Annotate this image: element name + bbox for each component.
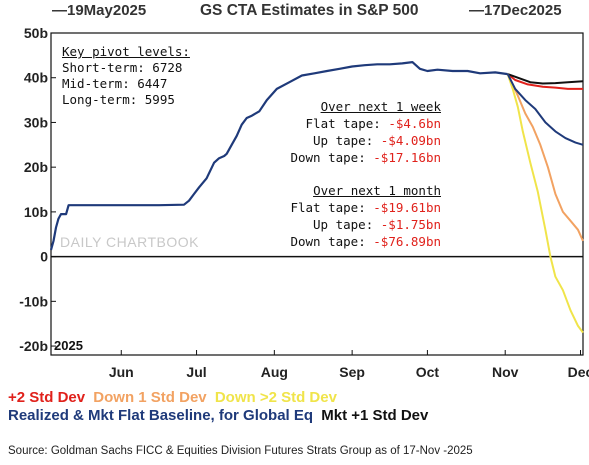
week-row-label: Up tape:: [313, 133, 374, 148]
x-axis: Jun Jul Aug Sep Oct Nov Dec: [109, 350, 589, 380]
end-date-label: —17Dec2025: [469, 2, 562, 19]
y-tick-label: 10b: [24, 204, 48, 220]
start-date-text: 19May2025: [67, 2, 147, 19]
month-row-label: Up tape:: [313, 217, 374, 232]
pivot-long: Long-term: 5995: [62, 92, 175, 107]
watermark: DAILY CHARTBOOK: [60, 234, 199, 250]
y-tick-label: 50b: [24, 25, 48, 41]
pivot-levels-box: Key pivot levels: Short-term: 6728 Mid-t…: [62, 44, 190, 108]
week-row: Flat tape: -$4.6bn: [290, 115, 441, 132]
week-row: Up tape: -$4.09bn: [290, 132, 441, 149]
week-heading: Over next 1 week: [320, 99, 441, 114]
y-axis: 50b 40b 30b 20b 10b 0 -10b -20b: [19, 25, 56, 354]
week-box: Over next 1 week Flat tape: -$4.6bn Up t…: [290, 98, 441, 166]
x-tick-label: Oct: [416, 364, 440, 380]
month-row-label: Flat tape:: [290, 200, 366, 215]
series-line: [507, 73, 583, 90]
y-tick-label: 40b: [24, 70, 48, 86]
legend-down2: Down >2 Std Dev: [214, 389, 337, 406]
legend-row-1: +2 Std Dev Down 1 Std Dev Down >2 Std De…: [8, 389, 337, 406]
pivot-short: Short-term: 6728: [62, 60, 183, 75]
week-row: Down tape: -$17.16bn: [290, 149, 441, 166]
month-row: Flat tape: -$19.61bn: [290, 199, 441, 216]
legend-plus1: Mkt +1 Std Dev: [321, 407, 429, 424]
month-heading: Over next 1 month: [313, 183, 441, 198]
y-tick-label: -20b: [19, 338, 48, 354]
legend-baseline: Realized & Mkt Flat Baseline, for Global…: [8, 407, 314, 424]
series-line: [506, 73, 584, 334]
end-date-text: 17Dec2025: [484, 2, 562, 19]
week-row-label: Flat tape:: [305, 116, 381, 131]
legend-plus2: +2 Std Dev: [8, 389, 86, 406]
month-row: Down tape: -$76.89bn: [290, 233, 441, 250]
week-row-value: -$4.6bn: [388, 116, 441, 131]
x-tick-label: Aug: [261, 364, 288, 380]
series-line: [506, 73, 584, 146]
y-tick-label: 0: [40, 249, 48, 265]
x-tick-label: Jun: [109, 364, 134, 380]
month-box: Over next 1 month Flat tape: -$19.61bn U…: [290, 182, 441, 250]
x-tick-label: Dec: [568, 364, 589, 380]
month-row-label: Down tape:: [290, 234, 366, 249]
legend-down1: Down 1 Std Dev: [93, 389, 207, 406]
month-row-value: -$76.89bn: [373, 234, 441, 249]
y-tick-label: 30b: [24, 114, 48, 130]
x-tick-label: Nov: [492, 364, 519, 380]
y-tick-label: -10b: [19, 293, 48, 309]
month-row-value: -$19.61bn: [373, 200, 441, 215]
x-tick-label: Jul: [186, 364, 206, 380]
series-line: [507, 73, 584, 85]
pivot-mid: Mid-term: 6447: [62, 76, 168, 91]
month-row-value: -$1.75bn: [380, 217, 441, 232]
pivot-heading: Key pivot levels:: [62, 44, 190, 59]
series-layer: [49, 60, 584, 334]
series-line: [49, 60, 508, 251]
start-date-label: —19May2025: [52, 2, 147, 19]
month-row: Up tape: -$1.75bn: [290, 216, 441, 233]
chart-title: GS CTA Estimates in S&P 500: [200, 2, 419, 19]
week-row-label: Down tape:: [290, 150, 366, 165]
year-label: 2025: [54, 338, 83, 353]
y-tick-label: 20b: [24, 159, 48, 175]
week-row-value: -$17.16bn: [373, 150, 441, 165]
week-row-value: -$4.09bn: [380, 133, 441, 148]
series-line: [506, 73, 584, 242]
x-tick-label: Sep: [339, 364, 365, 380]
source-note: Source: Goldman Sachs FICC & Equities Di…: [8, 445, 473, 457]
plot-frame: [50, 32, 584, 356]
legend-row-2: Realized & Mkt Flat Baseline, for Global…: [8, 407, 428, 424]
